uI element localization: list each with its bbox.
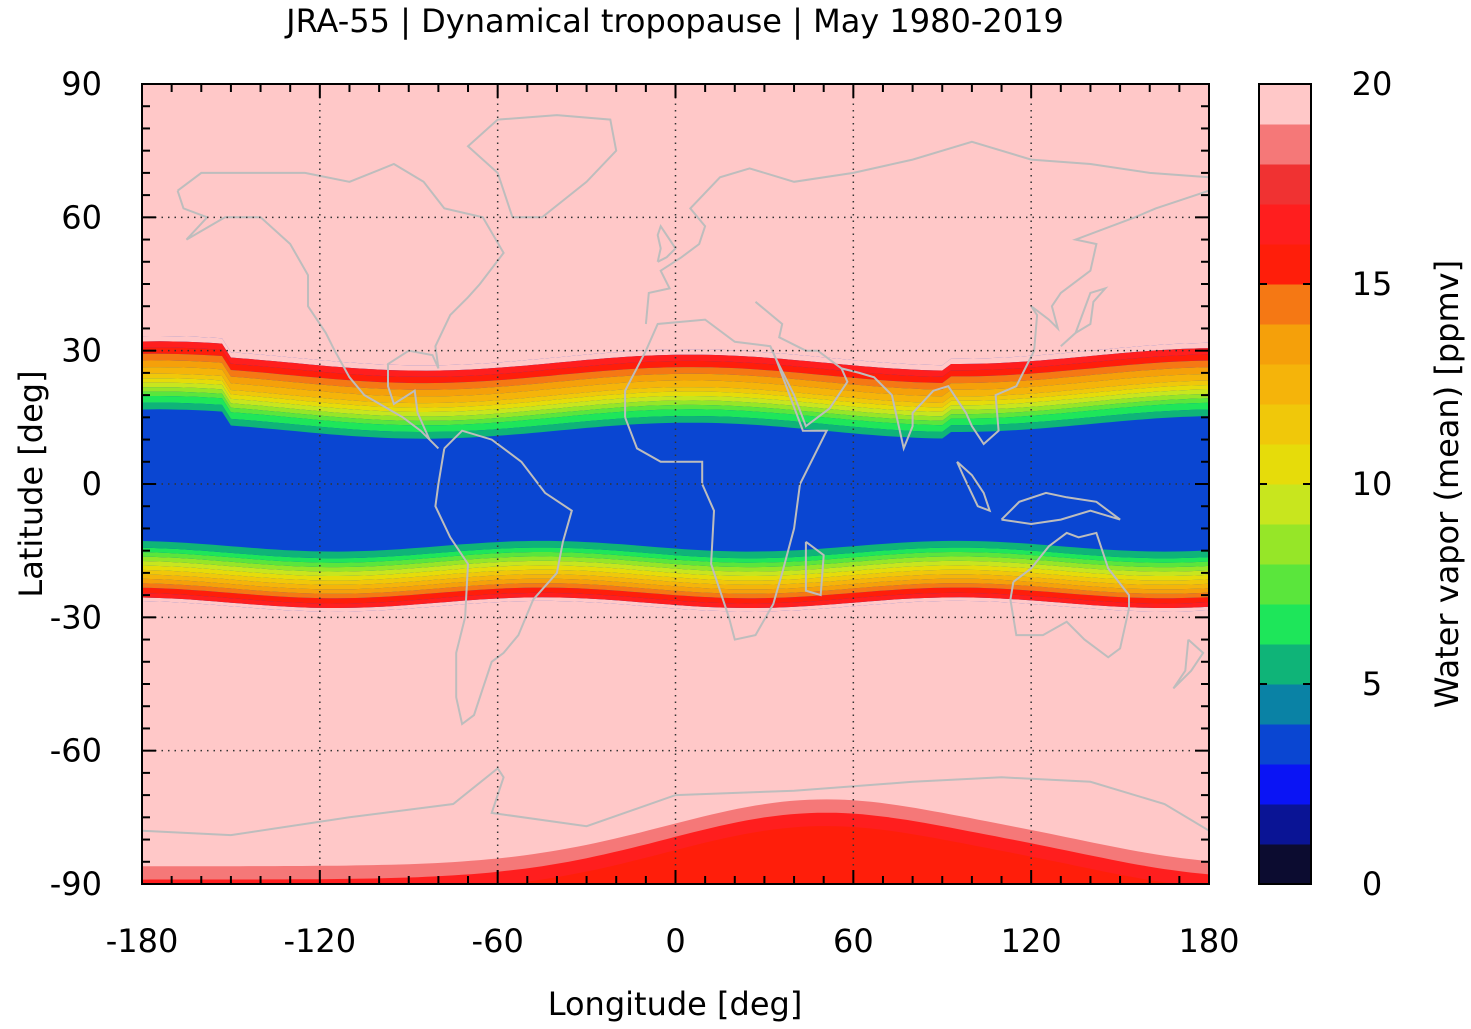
axes: -180 -120 -60 0 60 120 180 90 60 30 0 -30 -60 -90 <box>50 65 1240 960</box>
north-contour-band <box>142 341 1209 377</box>
south-contour-band <box>142 569 1209 585</box>
colorbar-swatch <box>1259 84 1311 125</box>
y-tick-label: 0 <box>82 465 102 503</box>
plot-area <box>142 84 1209 884</box>
coastline-path <box>841 189 1209 452</box>
colorbar-swatch <box>1259 844 1311 885</box>
colorbar-swatch <box>1259 124 1311 165</box>
colorbar-swatch <box>1259 444 1311 485</box>
colorbar-swatch <box>1259 764 1311 805</box>
x-tick-label: 180 <box>1178 922 1239 960</box>
x-tick-label: 60 <box>833 922 874 960</box>
colorbar-tick-label: 15 <box>1352 265 1393 303</box>
colorbar-swatch <box>1259 724 1311 765</box>
grid-lines <box>142 84 1209 884</box>
coastline-path <box>434 429 573 726</box>
colorbar-swatch <box>1259 484 1311 525</box>
north-contour-band <box>142 378 1209 412</box>
colorbar-swatch <box>1259 684 1311 725</box>
south-contour-band <box>142 560 1209 576</box>
south-contour-band <box>142 565 1209 581</box>
colorbar-swatch <box>1259 324 1311 365</box>
south-contour-band <box>142 578 1209 594</box>
colorbar-tick-label: 5 <box>1362 665 1382 703</box>
colorbar-swatch <box>1259 564 1311 605</box>
colorbar-swatch <box>1259 604 1311 645</box>
x-tick-label: 0 <box>665 922 685 960</box>
colorbar-swatch <box>1259 284 1311 325</box>
coastline-path <box>176 162 505 450</box>
coastline-path <box>1000 491 1121 526</box>
colorbar-swatch <box>1259 404 1311 445</box>
coastline-path <box>754 301 849 428</box>
y-tick-label: 60 <box>61 198 102 236</box>
coastline-path <box>624 318 829 641</box>
coastline-path <box>1172 638 1205 690</box>
x-tick-label: -120 <box>284 922 357 960</box>
x-tick-label: -60 <box>472 922 524 960</box>
coastline-path <box>1060 286 1109 347</box>
coastline-path <box>956 461 992 513</box>
north-contour-band <box>142 382 1209 417</box>
colorbar-swatch <box>1259 204 1311 245</box>
colorbar-swatch <box>1259 804 1311 845</box>
chart-title: JRA-55 | Dynamical tropopause | May 1980… <box>284 2 1064 40</box>
colorbar-swatch <box>1259 164 1311 205</box>
coastline-path <box>804 540 825 597</box>
north-contour-band <box>142 367 1209 404</box>
y-tick-label: -90 <box>50 865 102 903</box>
coastline-path <box>656 223 677 263</box>
colorbar-swatch <box>1259 364 1311 405</box>
y-axis-label: Latitude [deg] <box>12 370 50 597</box>
coastline-path <box>644 140 1209 325</box>
north-contour-band <box>142 396 1209 432</box>
y-tick-label: -30 <box>50 598 102 636</box>
south-contour-band <box>142 587 1209 604</box>
south-contour-band <box>142 592 1209 608</box>
coastlines <box>142 114 1209 837</box>
x-axis-label: Longitude [deg] <box>548 985 803 1023</box>
south-contour-band <box>142 574 1209 590</box>
north-contour-band <box>142 402 1209 439</box>
y-tick-label: 30 <box>61 332 102 370</box>
coastline-path <box>466 114 618 219</box>
x-tick-label: -180 <box>106 922 179 960</box>
north-contour-band <box>142 347 1209 384</box>
north-contour-band <box>142 336 1209 371</box>
north-contour-band <box>142 391 1209 426</box>
south-contour-band <box>142 583 1209 599</box>
colorbar-swatch <box>1259 644 1311 685</box>
coastline-path <box>142 766 1209 837</box>
water-vapor-field <box>142 336 1209 884</box>
y-tick-label: -60 <box>50 732 102 770</box>
colorbar-swatch <box>1259 244 1311 285</box>
colorbar-tick-label: 10 <box>1352 465 1393 503</box>
north-contour-band <box>142 353 1209 390</box>
colorbar-tick-label: 0 <box>1362 865 1382 903</box>
antarctic-band <box>508 826 1176 884</box>
x-tick-label: 120 <box>1001 922 1062 960</box>
south-contour-band <box>142 552 1209 568</box>
south-contour-band <box>142 597 1209 612</box>
north-contour-band <box>142 360 1209 397</box>
south-contour-band <box>142 547 1209 563</box>
south-contour-band <box>142 540 1209 559</box>
colorbar: 20 15 10 5 0 <box>1258 65 1393 903</box>
coastline-path <box>1009 531 1130 659</box>
colorbar-swatch <box>1259 524 1311 565</box>
colorbar-label: Water vapor (mean) [ppmv] <box>1428 260 1466 708</box>
y-tick-label: 90 <box>61 65 102 103</box>
colorbar-tick-label: 20 <box>1352 65 1393 103</box>
south-contour-band <box>142 556 1209 572</box>
